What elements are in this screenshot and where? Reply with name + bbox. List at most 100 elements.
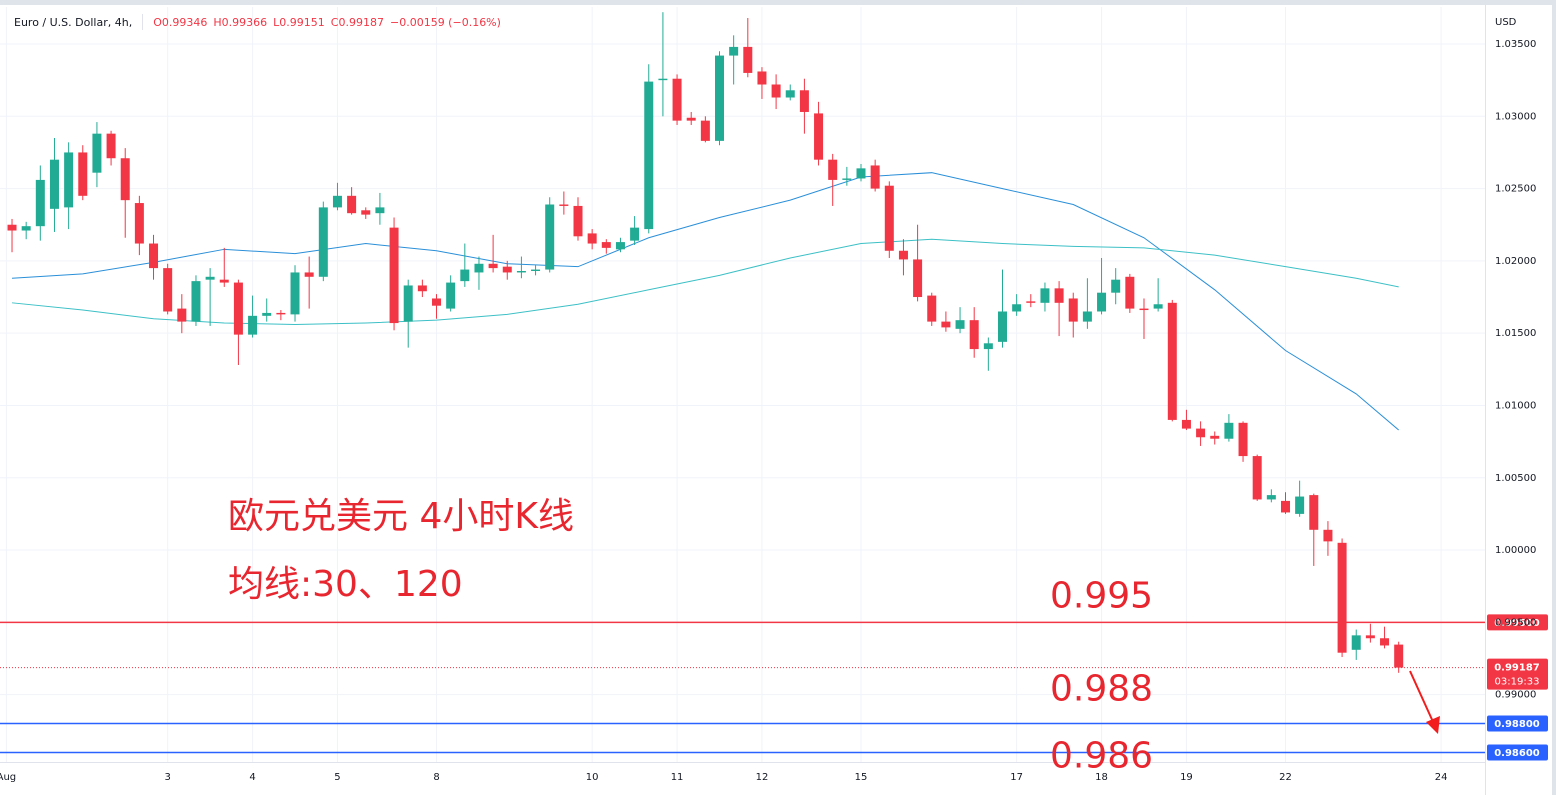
note-title: 欧元兑美元 4小时K线 [228,496,574,537]
candle-body [502,266,512,273]
x-tick-label: 17 [1010,772,1023,783]
legend-header: Euro / U.S. Dollar, 4h, O0.99346 H0.99366… [14,14,501,30]
candle-body [276,312,286,315]
x-tick-label: 12 [756,772,769,783]
y-tick-label: 1.00000 [1495,545,1536,556]
ohlc-item: O0.99346 [153,16,207,30]
level-annotation: 0.986 [1050,735,1153,776]
candle-body [304,272,314,277]
candle-body [417,285,427,292]
candle-body [49,159,59,209]
ohlc-item: C0.99187 [331,16,384,30]
candle-body [21,226,31,231]
arrow-shaft [1409,670,1435,725]
candle-body [997,311,1007,342]
candle-body [262,312,272,316]
candle-body [460,269,470,282]
candle-body [856,168,866,179]
arrow-head [1426,716,1440,734]
candle-body [64,152,74,208]
candle-body [205,276,215,280]
candle-body [347,195,357,214]
candle-body [955,320,965,329]
x-tick-label: 3 [164,772,170,783]
candle-body [1125,276,1135,309]
candle-body [516,271,526,273]
ohlc-key: C [330,16,339,29]
candle-body [715,55,725,141]
y-tick-label: 0.99000 [1495,690,1536,701]
candle-body [120,158,130,201]
x-tick-label: 19 [1180,772,1193,783]
candle-body [1097,292,1107,312]
x-tick-label: Aug [0,772,16,783]
ohlc-key: L [273,16,280,29]
candle-body [1054,288,1064,303]
moving-average [11,172,1400,431]
candle-body [1012,304,1022,312]
candle-body [644,81,654,230]
candle-body [941,321,951,328]
candle-body [658,78,668,81]
candle-body [969,320,979,350]
x-tick-label: 11 [671,772,684,783]
currency-label: USD [1495,17,1517,28]
candle-body [92,133,102,173]
candle-body [106,133,116,159]
price-label-box [1487,744,1548,761]
candle-body [375,207,385,214]
candle-body [403,285,413,322]
candle-body [686,117,696,121]
x-tick-label: 8 [433,772,439,783]
x-tick-label: 18 [1095,772,1108,783]
candle-body [1139,308,1149,311]
candle-body [1224,422,1234,439]
change: −0.00159 (−0.16%) [389,16,501,29]
candle-body [913,259,923,298]
candle-body [799,90,809,112]
candle-body [729,46,739,56]
candle-body [573,205,583,237]
candle-body [177,308,187,322]
candle-body [361,210,371,215]
candle-body [1040,288,1050,303]
candle-body [1210,435,1220,439]
candle-body [219,279,229,283]
ohlc-value: 0.99346 [161,16,208,29]
candle-body [163,268,173,312]
candle-body [1181,419,1191,429]
price-label-box [1487,715,1548,732]
y-tick-label: 1.02500 [1495,184,1536,195]
x-tick-label: 4 [249,772,255,783]
candle-body [446,282,456,309]
top-frame [0,0,1556,5]
candle-body [828,159,838,180]
candle-body [884,185,894,251]
right-frame [1552,0,1556,795]
candle-body [983,343,993,350]
candle-body [149,243,159,269]
x-tick-label: 5 [334,772,340,783]
ohlc-value: 0.99187 [338,16,384,29]
candle-body [248,315,258,335]
ohlc-item: H0.99366 [213,16,267,30]
candle-body [290,272,300,315]
ohlc-value: 0.99366 [221,16,268,29]
candle-body [318,207,328,277]
candle-body [1238,422,1248,457]
candle-body [191,281,201,322]
candle-body [1365,635,1375,639]
candle-body [1351,635,1361,650]
candle-body [615,242,625,250]
candle-body [1295,496,1305,514]
candle-body [672,78,682,121]
separator [142,14,144,30]
moving-average [11,238,1399,325]
grid [0,7,1485,762]
ohlc-key: O [153,16,162,29]
candle-body [332,195,342,208]
candle-body [488,263,498,269]
y-tick-label: 1.00500 [1495,473,1536,484]
